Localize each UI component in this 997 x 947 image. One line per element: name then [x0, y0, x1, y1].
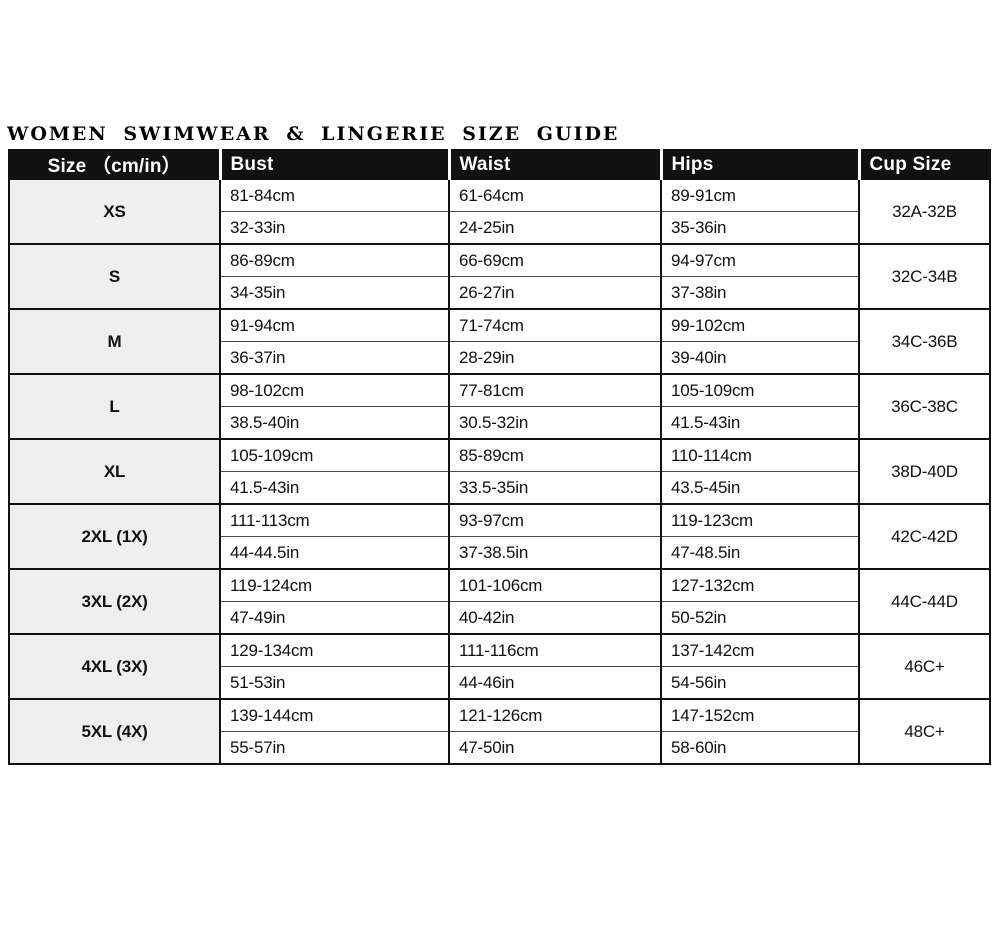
size-guide-table: Size （cm/in） Bust Waist Hips Cup Size XS…: [8, 149, 991, 765]
size-row-5xl-in: 55-57in 47-50in 58-60in: [9, 731, 990, 765]
waist-in-cell: 28-29in: [448, 341, 661, 375]
size-row-xl: XL 105-109cm 85-89cm 110-114cm 38D-40D: [9, 439, 990, 505]
size-row-m-in: 36-37in 28-29in 39-40in: [9, 341, 990, 375]
size-row-2xl: 2XL (1X) 111-113cm 93-97cm 119-123cm 42C…: [9, 504, 990, 570]
hips-in-cell: 35-36in: [660, 211, 859, 245]
size-row-s-in: 34-35in 26-27in 37-38in: [9, 276, 990, 310]
size-label: L: [9, 374, 220, 440]
bust-in-cell: 55-57in: [219, 731, 449, 765]
size-row-l-in: 38.5-40in 30.5-32in 41.5-43in: [9, 406, 990, 440]
cup-size-cell: 32A-32B: [858, 179, 990, 245]
waist-in-cell: 26-27in: [448, 276, 661, 310]
bust-in-cell: 51-53in: [219, 666, 449, 700]
waist-in-cell: 47-50in: [448, 731, 661, 765]
cup-size-cell: 44C-44D: [858, 569, 990, 635]
bust-in-cell: 34-35in: [219, 276, 449, 310]
size-row-3xl-in: 47-49in 40-42in 50-52in: [9, 601, 990, 635]
hips-in-cell: 58-60in: [660, 731, 859, 765]
bust-cm-cell: 129-134cm: [219, 634, 449, 667]
page-title: WOMEN SWIMWEAR & LINGERIE SIZE GUIDE: [7, 123, 620, 145]
bust-in-cell: 32-33in: [219, 211, 449, 245]
waist-cm-cell: 85-89cm: [448, 439, 661, 472]
hips-cm-cell: 110-114cm: [660, 439, 859, 472]
hips-in-cell: 39-40in: [660, 341, 859, 375]
column-header-cup: Cup Size: [857, 150, 990, 180]
hips-cm-cell: 89-91cm: [660, 179, 859, 212]
size-label: S: [9, 244, 220, 310]
size-row-xl-in: 41.5-43in 33.5-35in 43.5-45in: [9, 471, 990, 505]
waist-cm-cell: 101-106cm: [448, 569, 661, 602]
size-row-5xl: 5XL (4X) 139-144cm 121-126cm 147-152cm 4…: [9, 699, 990, 765]
size-row-xs: XS 81-84cm 61-64cm 89-91cm 32A-32B: [9, 179, 990, 245]
size-row-3xl: 3XL (2X) 119-124cm 101-106cm 127-132cm 4…: [9, 569, 990, 635]
bust-in-cell: 36-37in: [219, 341, 449, 375]
waist-cm-cell: 61-64cm: [448, 179, 661, 212]
column-header-bust: Bust: [218, 150, 449, 180]
bust-cm-cell: 139-144cm: [219, 699, 449, 732]
size-row-4xl-in: 51-53in 44-46in 54-56in: [9, 666, 990, 700]
bust-in-cell: 41.5-43in: [219, 471, 449, 505]
size-label: M: [9, 309, 220, 375]
waist-cm-cell: 71-74cm: [448, 309, 661, 342]
header-row: Size （cm/in） Bust Waist Hips Cup Size: [9, 150, 990, 180]
bust-cm-cell: 105-109cm: [219, 439, 449, 472]
size-row-s: S 86-89cm 66-69cm 94-97cm 32C-34B: [9, 244, 990, 310]
hips-cm-cell: 147-152cm: [660, 699, 859, 732]
size-row-4xl: 4XL (3X) 129-134cm 111-116cm 137-142cm 4…: [9, 634, 990, 700]
waist-in-cell: 44-46in: [448, 666, 661, 700]
bust-cm-cell: 119-124cm: [219, 569, 449, 602]
cup-size-cell: 46C+: [858, 634, 990, 700]
bust-cm-cell: 91-94cm: [219, 309, 449, 342]
hips-cm-cell: 127-132cm: [660, 569, 859, 602]
bust-cm-cell: 98-102cm: [219, 374, 449, 407]
column-header-size: Size （cm/in）: [9, 150, 220, 180]
size-row-2xl-in: 44-44.5in 37-38.5in 47-48.5in: [9, 536, 990, 570]
hips-in-cell: 50-52in: [660, 601, 859, 635]
hips-cm-cell: 105-109cm: [660, 374, 859, 407]
bust-in-cell: 38.5-40in: [219, 406, 449, 440]
waist-cm-cell: 121-126cm: [448, 699, 661, 732]
hips-cm-cell: 99-102cm: [660, 309, 859, 342]
hips-cm-cell: 94-97cm: [660, 244, 859, 277]
waist-cm-cell: 66-69cm: [448, 244, 661, 277]
size-label: 2XL (1X): [9, 504, 220, 570]
cup-size-cell: 36C-38C: [858, 374, 990, 440]
hips-in-cell: 37-38in: [660, 276, 859, 310]
hips-cm-cell: 137-142cm: [660, 634, 859, 667]
waist-in-cell: 40-42in: [448, 601, 661, 635]
waist-cm-cell: 93-97cm: [448, 504, 661, 537]
waist-cm-cell: 77-81cm: [448, 374, 661, 407]
hips-in-cell: 41.5-43in: [660, 406, 859, 440]
cup-size-cell: 34C-36B: [858, 309, 990, 375]
bust-in-cell: 47-49in: [219, 601, 449, 635]
bust-cm-cell: 111-113cm: [219, 504, 449, 537]
size-row-xs-in: 32-33in 24-25in 35-36in: [9, 211, 990, 245]
hips-cm-cell: 119-123cm: [660, 504, 859, 537]
bust-in-cell: 44-44.5in: [219, 536, 449, 570]
hips-in-cell: 54-56in: [660, 666, 859, 700]
waist-cm-cell: 111-116cm: [448, 634, 661, 667]
cup-size-cell: 32C-34B: [858, 244, 990, 310]
size-label: 5XL (4X): [9, 699, 220, 765]
bust-cm-cell: 86-89cm: [219, 244, 449, 277]
size-row-l: L 98-102cm 77-81cm 105-109cm 36C-38C: [9, 374, 990, 440]
size-label: 4XL (3X): [9, 634, 220, 700]
waist-in-cell: 33.5-35in: [448, 471, 661, 505]
column-header-hips: Hips: [659, 150, 859, 180]
size-label: XS: [9, 179, 220, 245]
hips-in-cell: 47-48.5in: [660, 536, 859, 570]
waist-in-cell: 37-38.5in: [448, 536, 661, 570]
waist-in-cell: 24-25in: [448, 211, 661, 245]
size-row-m: M 91-94cm 71-74cm 99-102cm 34C-36B: [9, 309, 990, 375]
size-label: XL: [9, 439, 220, 505]
size-label: 3XL (2X): [9, 569, 220, 635]
cup-size-cell: 48C+: [858, 699, 990, 765]
cup-size-cell: 38D-40D: [858, 439, 990, 505]
waist-in-cell: 30.5-32in: [448, 406, 661, 440]
bust-cm-cell: 81-84cm: [219, 179, 449, 212]
column-header-waist: Waist: [447, 150, 661, 180]
hips-in-cell: 43.5-45in: [660, 471, 859, 505]
cup-size-cell: 42C-42D: [858, 504, 990, 570]
